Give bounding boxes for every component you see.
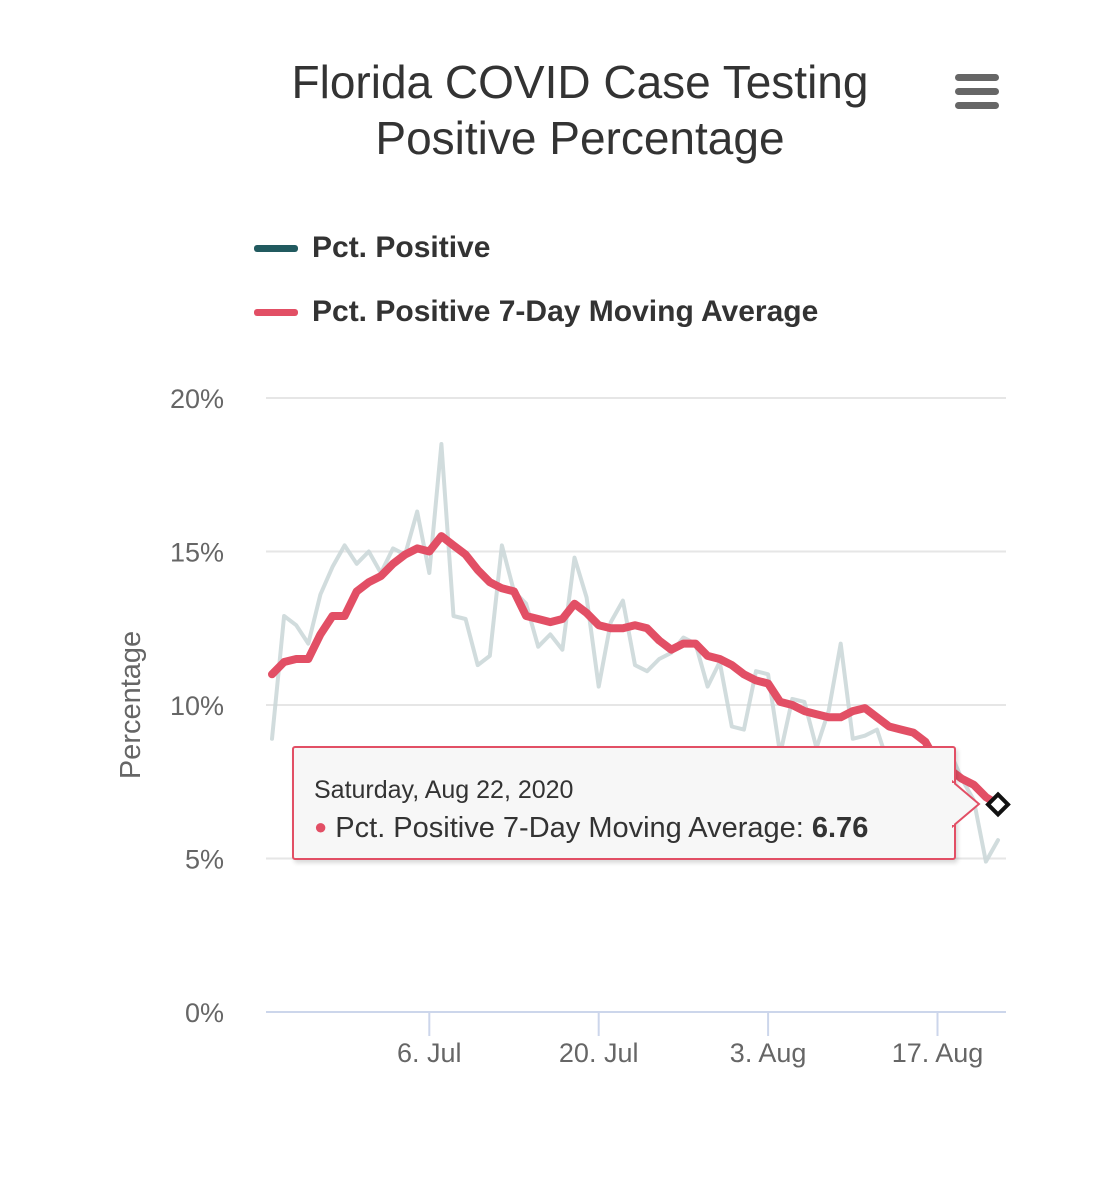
x-tick-label-1: 20. Jul (559, 1038, 639, 1068)
y-tick-label-10: 10% (170, 691, 224, 721)
highlight-point (985, 791, 1011, 818)
legend-label-moving-average: Pct. Positive 7-Day Moving Average (312, 295, 819, 328)
y-tick-label-5: 5% (185, 845, 224, 875)
y-tick-label-0: 0% (185, 998, 224, 1028)
chart-title-line-1: Florida COVID Case Testing (291, 56, 869, 108)
series-group (268, 442, 1002, 864)
chart-title-line-2: Positive Percentage (375, 112, 785, 164)
y-tick-label-20: 20% (170, 384, 224, 414)
x-axis-tick-labels: 6. Jul 20. Jul 3. Aug 17. Aug (397, 1038, 983, 1068)
legend-label-pct-positive: Pct. Positive (312, 231, 491, 264)
legend-item-moving-average[interactable]: Pct. Positive 7-Day Moving Average (254, 292, 818, 332)
hamburger-menu-icon[interactable] (952, 72, 1002, 112)
legend-item-pct-positive[interactable]: Pct. Positive (254, 228, 490, 268)
series-line-pct-positive (270, 442, 1000, 864)
x-axis (266, 1011, 1006, 1036)
legend-swatch-pct-positive (254, 244, 298, 252)
chart-title: Florida COVID Case Testing Positive Perc… (230, 54, 930, 166)
x-tick-label-0: 6. Jul (397, 1038, 462, 1068)
y-axis-tick-labels: 0% 5% 10% 15% 20% (170, 384, 224, 1028)
tooltip-series-label: Pct. Positive 7-Day Moving Average: (335, 812, 812, 844)
tooltip: Saturday, Aug 22, 2020 ● Pct. Positive 7-… (292, 746, 956, 860)
y-axis-label: Percentage (115, 631, 147, 779)
tooltip-series-line: ● Pct. Positive 7-Day Moving Average: 6.7… (314, 812, 868, 845)
series-line-moving-average (268, 532, 1002, 809)
legend-swatch-moving-average (254, 308, 298, 316)
highlight-marker[interactable] (985, 791, 1011, 818)
tooltip-value: 6.76 (811, 812, 869, 844)
tooltip-dot-icon: ● (314, 814, 328, 839)
x-tick-label-3: 17. Aug (892, 1038, 984, 1068)
tooltip-date: Saturday, Aug 22, 2020 (314, 776, 574, 804)
x-tick-label-2: 3. Aug (730, 1038, 807, 1068)
tooltip-pointer (950, 779, 981, 829)
y-tick-label-15: 15% (170, 538, 224, 568)
